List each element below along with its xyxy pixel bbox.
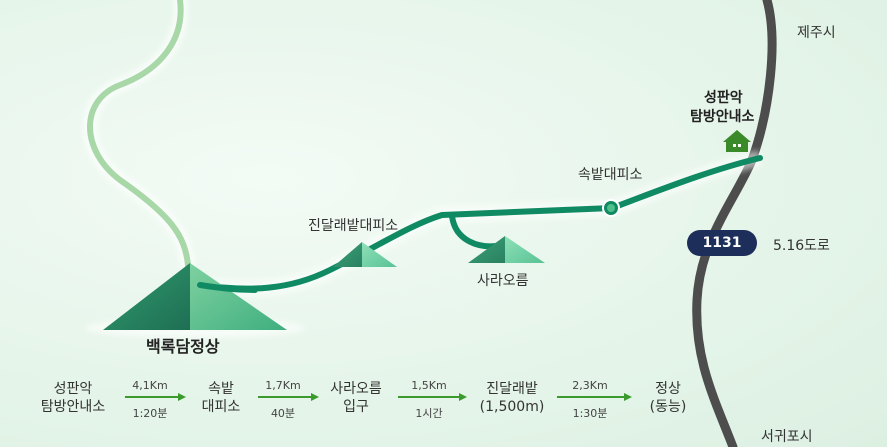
route-step-sub: (1,500m) [479,399,545,415]
segment-distance: 2,3Km [572,379,608,392]
route-step-name: 진달래밭 [486,381,538,397]
route-step-name: 성판악 [53,381,93,397]
house-icon [723,130,751,152]
route-step-sub: 입구 [343,399,369,415]
segment-time: 1:30분 [572,407,608,420]
segment-time: 1시간 [415,407,443,420]
route-step-name: 정상 [655,381,681,397]
road-516 [692,0,777,447]
sokbat-shelter-label: 속밭대피소 [578,167,643,183]
sara-oreum-hill [468,236,545,263]
route-arrows [125,393,632,401]
seongpanak-label-line2: 탐방안내소 [690,109,755,125]
jeju-city-label: 제주시 [797,25,836,41]
route-step-seongpanak: 성판악 탐방안내소 [28,380,118,416]
route-step-sub: 탐방안내소 [40,399,106,415]
route-step-name: 속밭 [208,381,234,397]
summit-label: 백록담정상 [146,337,220,356]
route-step-sara-oreum-entrance: 사라오름 입구 [318,380,394,416]
route-step-summit-east: 정상 (동능) [636,380,700,416]
route-step-sokbat: 속밭 대피소 [186,380,256,416]
segment-time: 40분 [270,407,296,420]
shelter-point-icon [602,199,620,217]
jindallae-shelter-label: 진달래밭대피소 [308,218,399,234]
route-step-jindallae: 진달래밭 (1,500m) [470,380,554,416]
summit-mountain [85,263,305,338]
route-step-sub: (동능) [649,399,687,415]
route-step-name: 사라오름 [330,381,382,397]
route-step-sub: 대피소 [201,399,241,415]
main-trail [197,155,763,292]
segment-distance: 1,5Km [411,379,447,392]
sara-oreum-label: 사라오름 [477,273,529,289]
segment-time: 1:20분 [132,407,168,420]
segment-distance: 4,1Km [132,379,168,392]
segment-distance: 1,7Km [265,379,301,392]
road-number-badge: 1131 [687,230,757,256]
jindallae-hill [333,242,397,267]
seongpanak-label-line1: 성판악 [704,90,743,106]
seogwipo-label: 서귀포시 [761,429,813,445]
secondary-trail-line [87,0,191,268]
road-name-label: 5.16도로 [773,238,830,254]
